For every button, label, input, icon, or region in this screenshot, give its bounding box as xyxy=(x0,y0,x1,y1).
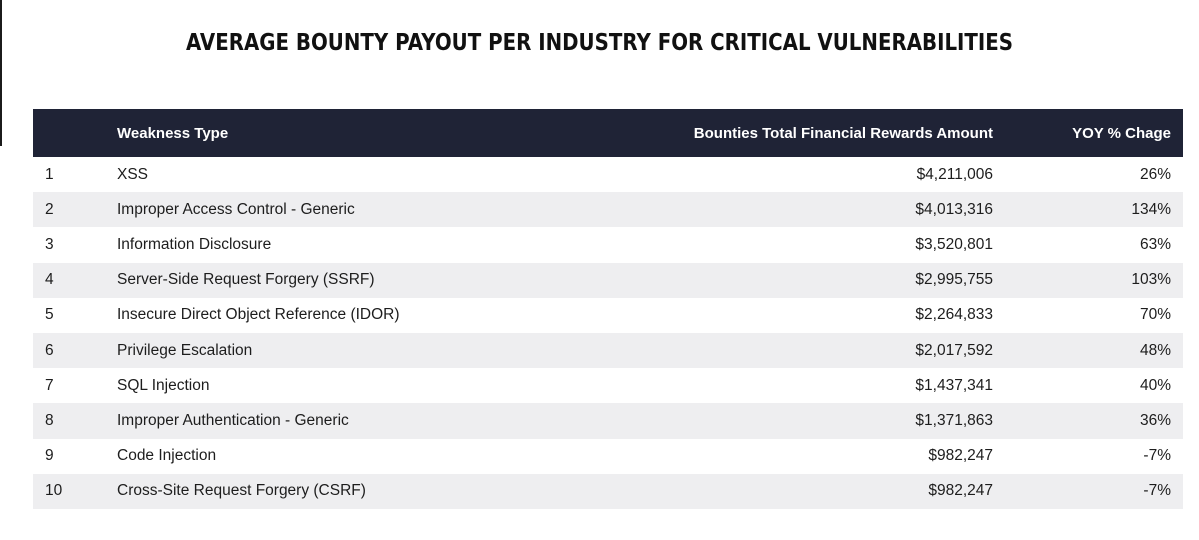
table-row: 7 SQL Injection $1,437,341 40% xyxy=(33,368,1183,403)
header-yoy-change: YOY % Chage xyxy=(1072,124,1171,142)
cell-rank: 10 xyxy=(45,482,63,500)
cell-weakness-type: Code Injection xyxy=(117,447,217,465)
cell-rewards-amount: $982,247 xyxy=(928,482,993,500)
cell-yoy-change: 26% xyxy=(1139,165,1171,183)
cell-rank: 5 xyxy=(45,306,54,324)
cell-weakness-type: Improper Authentication - Generic xyxy=(117,411,349,429)
cell-yoy-change: 134% xyxy=(1131,200,1171,218)
table-row: 3 Information Disclosure $3,520,801 63% xyxy=(33,227,1183,262)
cell-rewards-amount: $1,371,863 xyxy=(915,411,993,429)
cell-rewards-amount: $3,520,801 xyxy=(915,235,993,253)
header-rank xyxy=(33,109,117,157)
left-edge-rule xyxy=(0,0,2,146)
cell-rank: 6 xyxy=(45,341,54,359)
header-row: Weakness Type Bounties Total Financial R… xyxy=(33,109,1183,157)
bounty-table-container: Weakness Type Bounties Total Financial R… xyxy=(33,109,1183,509)
cell-rewards-amount: $2,995,755 xyxy=(915,271,993,289)
cell-weakness-type: XSS xyxy=(117,165,149,183)
cell-yoy-change: -7% xyxy=(1143,447,1171,465)
cell-yoy-change: 36% xyxy=(1139,411,1171,429)
cell-rewards-amount: $982,247 xyxy=(928,447,993,465)
header-weakness-type: Weakness Type xyxy=(117,124,229,142)
cell-rank: 3 xyxy=(45,235,54,253)
table-row: 10 Cross-Site Request Forgery (CSRF) $982,… xyxy=(33,473,1183,509)
table-body: 1 XSS $4,211,006 26% 2 Improper Access Contro… xyxy=(33,157,1183,509)
cell-rank: 2 xyxy=(45,200,54,218)
cell-weakness-type: Privilege Escalation xyxy=(117,341,253,359)
cell-yoy-change: 40% xyxy=(1139,376,1171,394)
cell-weakness-type: Cross-Site Request Forgery (CSRF) xyxy=(117,482,366,500)
table-row: 9 Code Injection $982,247 -7% xyxy=(33,439,1183,474)
cell-rank: 7 xyxy=(45,376,54,394)
table-row: 5 Insecure Direct Object Reference (IDOR)… xyxy=(33,298,1183,333)
table-row: 1 XSS $4,211,006 26% xyxy=(33,157,1183,192)
cell-weakness-type: Insecure Direct Object Reference (IDOR) xyxy=(117,306,400,324)
cell-yoy-change: -7% xyxy=(1143,482,1171,500)
table-header: Weakness Type Bounties Total Financial R… xyxy=(33,109,1183,157)
cell-weakness-type: Improper Access Control - Generic xyxy=(117,200,355,218)
cell-weakness-type: Information Disclosure xyxy=(117,235,272,253)
cell-yoy-change: 70% xyxy=(1139,306,1171,324)
cell-rewards-amount: $4,211,006 xyxy=(916,165,993,183)
cell-rank: 9 xyxy=(45,447,54,465)
cell-weakness-type: Server-Side Request Forgery (SSRF) xyxy=(117,271,375,289)
cell-rewards-amount: $1,437,341 xyxy=(915,376,993,394)
cell-rewards-amount: $2,017,592 xyxy=(915,341,993,359)
cell-weakness-type: SQL Injection xyxy=(117,376,210,394)
page-title: AVERAGE BOUNTY PAYOUT PER INDUSTRY FOR C… xyxy=(185,30,1014,56)
bounty-table: Weakness Type Bounties Total Financial R… xyxy=(33,109,1183,509)
cell-yoy-change: 63% xyxy=(1139,235,1171,253)
cell-rewards-amount: $2,264,833 xyxy=(915,306,993,324)
table-row: 2 Improper Access Control - Generic $4,013… xyxy=(33,192,1183,228)
cell-rewards-amount: $4,013,316 xyxy=(915,200,993,218)
table-row: 4 Server-Side Request Forgery (SSRF) $2,99… xyxy=(33,262,1183,298)
header-rewards-amount: Bounties Total Financial Rewards Amount xyxy=(693,124,993,142)
cell-rank: 4 xyxy=(45,271,54,289)
cell-rank: 1 xyxy=(45,165,54,183)
cell-yoy-change: 48% xyxy=(1139,341,1171,359)
table-row: 8 Improper Authentication - Generic $1,371… xyxy=(33,403,1183,439)
cell-yoy-change: 103% xyxy=(1131,271,1171,289)
table-row: 6 Privilege Escalation $2,017,592 48% xyxy=(33,332,1183,369)
cell-rank: 8 xyxy=(45,411,54,429)
